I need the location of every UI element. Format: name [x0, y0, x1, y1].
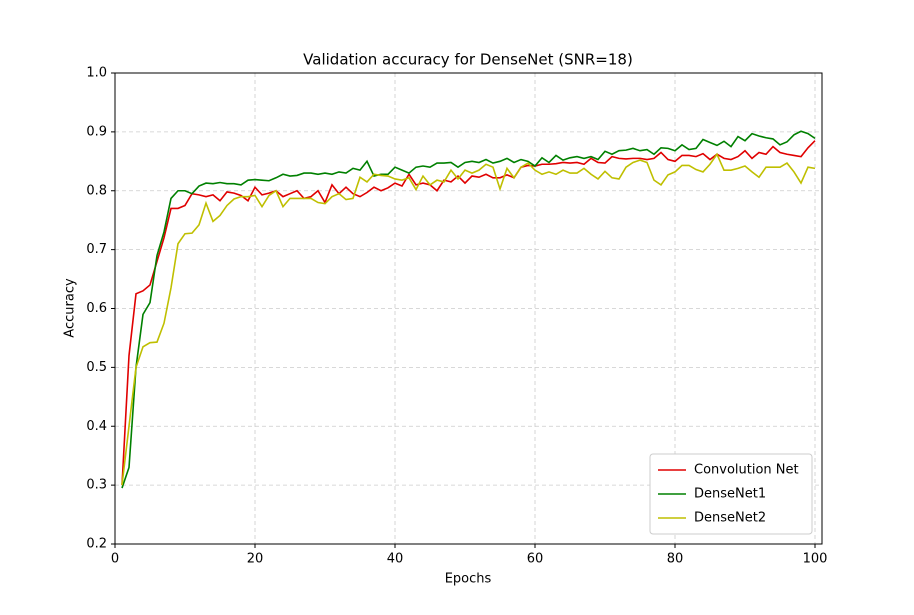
data-line: [121, 140, 816, 486]
plot-frame: [114, 72, 823, 545]
x-tick-label: 100: [803, 552, 828, 567]
legend-label: DenseNet2: [694, 511, 766, 526]
y-tick-label: 0.3: [86, 478, 107, 493]
x-tick-label: 80: [667, 552, 684, 567]
y-tick-label: 1.0: [86, 66, 107, 81]
x-tick-label: 40: [387, 552, 404, 567]
x-tick-label: 60: [527, 552, 544, 567]
legend-label: Convolution Net: [694, 463, 799, 478]
y-tick-label: 0.7: [86, 242, 107, 257]
y-tick-label: 0.9: [86, 124, 107, 139]
y-tick-label: 0.4: [86, 419, 107, 434]
chart-title: Validation accuracy for DenseNet (SNR=18…: [303, 51, 633, 69]
legend-box: [649, 453, 813, 535]
legend-label: DenseNet1: [694, 487, 766, 502]
x-axis-label: Epochs: [445, 572, 492, 587]
y-tick-label: 0.5: [86, 360, 107, 375]
y-tick-label: 0.2: [86, 537, 107, 552]
x-tick-label: 20: [247, 552, 264, 567]
data-line: [121, 130, 816, 489]
y-axis-label: Accuracy: [63, 278, 78, 338]
y-tick-label: 0.8: [86, 183, 107, 198]
data-line: [121, 152, 816, 486]
x-tick-label: 0: [111, 552, 119, 567]
y-tick-label: 0.6: [86, 301, 107, 316]
